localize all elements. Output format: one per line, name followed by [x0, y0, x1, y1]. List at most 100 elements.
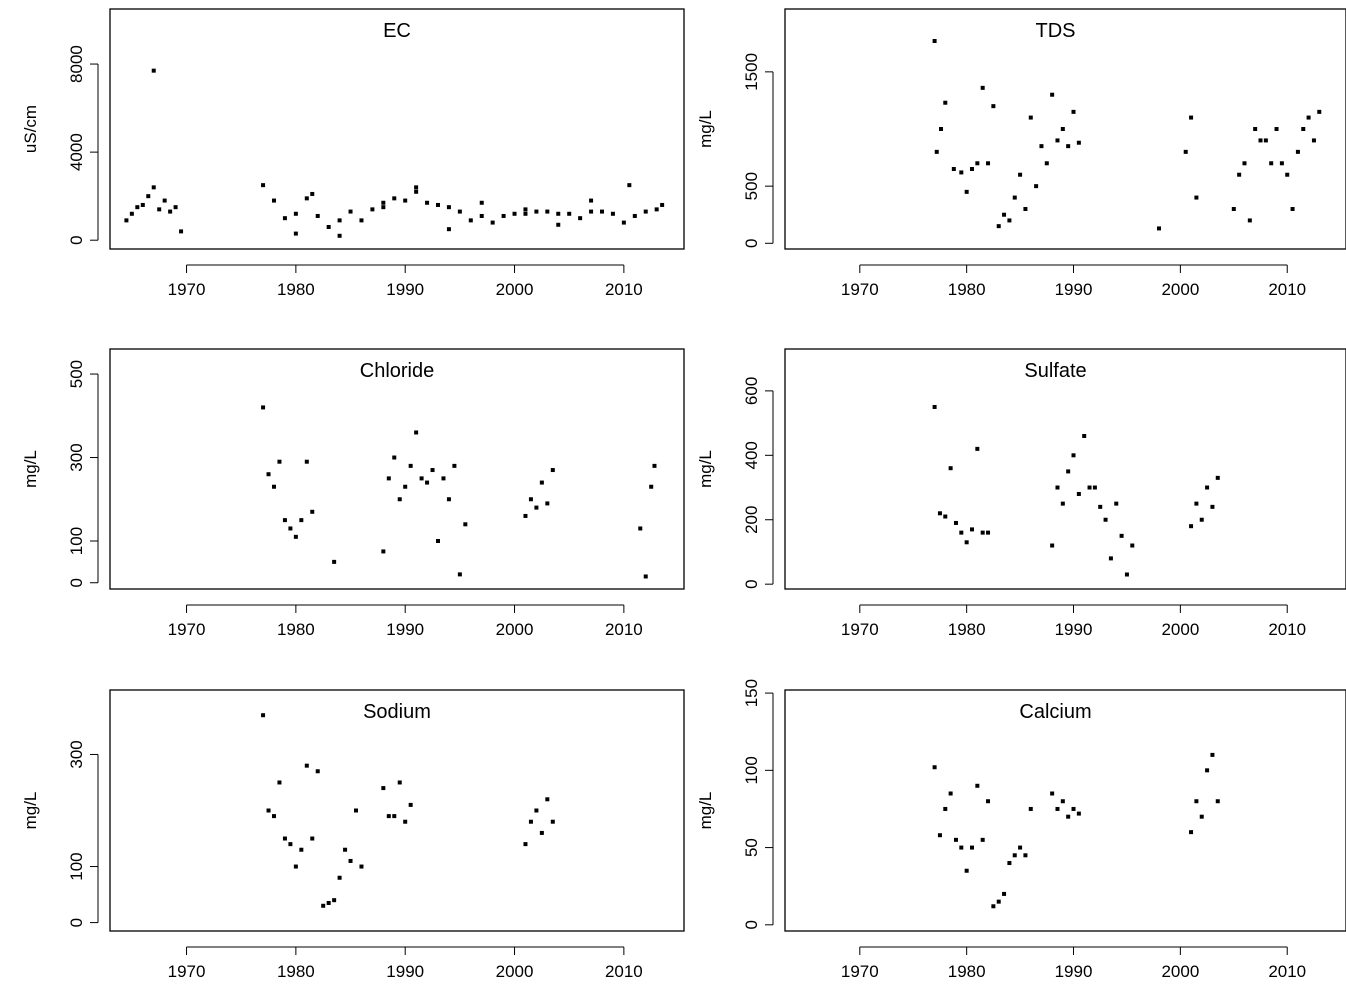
y-tick-label: 600: [742, 377, 761, 405]
data-point: [1060, 127, 1065, 131]
data-point: [1018, 172, 1023, 177]
data-point: [446, 205, 451, 210]
y-tick-label: 300: [67, 740, 86, 768]
data-point: [337, 218, 342, 223]
data-point: [550, 819, 555, 824]
x-tick-label: 1970: [841, 280, 879, 299]
data-point: [266, 472, 271, 477]
data-point: [1066, 469, 1071, 474]
data-point: [381, 549, 386, 554]
x-tick-label: 2000: [1161, 962, 1199, 981]
x-tick-label: 1990: [386, 280, 424, 299]
data-point: [414, 430, 419, 435]
y-tick-label: 0: [742, 579, 761, 588]
data-point: [501, 213, 506, 218]
y-tick-label: 8000: [67, 45, 86, 83]
data-point: [408, 802, 413, 807]
data-point: [1039, 144, 1044, 149]
x-tick-label: 2010: [605, 280, 643, 299]
data-point: [980, 85, 985, 90]
data-point: [272, 484, 276, 489]
data-point: [1071, 453, 1076, 458]
data-point: [332, 898, 337, 903]
x-tick-label: 1980: [948, 280, 986, 299]
data-point: [1028, 115, 1033, 120]
x-tick-label: 2000: [496, 280, 534, 299]
y-tick-label: 200: [742, 506, 761, 534]
data-point: [1055, 485, 1060, 490]
panel-title: Sulfate: [1024, 360, 1086, 382]
data-point: [567, 211, 572, 216]
data-point: [649, 484, 654, 489]
data-point: [939, 127, 944, 131]
chart-panel-ec: EC 1970 1980 1990 2000 2010 0 4000 8000 uS/cm: [21, 8, 685, 299]
plot-frame: [784, 689, 1346, 932]
data-point: [1253, 127, 1258, 131]
data-point: [425, 480, 430, 485]
data-point: [545, 501, 550, 506]
data-point: [1060, 501, 1065, 506]
data-point: [310, 836, 315, 841]
data-point: [392, 455, 397, 460]
data-point: [996, 899, 1001, 904]
data-point: [277, 780, 282, 785]
data-point: [643, 574, 648, 579]
data-point: [1002, 891, 1007, 896]
data-point: [403, 484, 408, 489]
data-point: [386, 814, 391, 819]
data-point: [589, 198, 594, 203]
data-point: [343, 847, 348, 852]
data-point: [953, 520, 958, 525]
data-point: [996, 224, 1001, 229]
data-point: [430, 468, 435, 473]
data-point: [652, 463, 657, 468]
data-point: [1066, 144, 1071, 149]
data-point: [975, 161, 980, 166]
x-tick-label: 2010: [605, 962, 643, 981]
data-point: [288, 842, 293, 847]
x-tick-label: 1990: [386, 620, 424, 639]
data-point: [1103, 517, 1108, 522]
panel-title: TDS: [1036, 20, 1076, 42]
data-point: [632, 213, 637, 218]
plot-frame: [109, 689, 685, 932]
data-point: [932, 39, 937, 43]
chart-panel-sulfate: Sulfate 1970 1980 1990 2000 2010 0 200 400 600 mg/…: [696, 348, 1346, 639]
data-point: [261, 713, 266, 718]
data-point: [1215, 799, 1220, 804]
data-point: [146, 194, 151, 199]
data-point: [959, 845, 964, 850]
data-point: [304, 763, 309, 768]
data-point: [1002, 212, 1007, 217]
y-tick-label: 100: [67, 527, 86, 555]
data-point: [986, 799, 991, 804]
data-point: [397, 780, 402, 785]
data-point: [1317, 109, 1322, 114]
data-point: [1087, 485, 1092, 490]
data-point: [1082, 433, 1087, 438]
data-point: [1269, 161, 1274, 166]
data-point: [381, 205, 386, 210]
data-point: [932, 765, 937, 770]
data-point: [1306, 115, 1311, 120]
chart-panel-sodium: Sodium 1970 1980 1990 2000 2010 0 100 300 mg/L: [21, 689, 685, 981]
data-point: [654, 207, 659, 212]
data-point: [490, 220, 495, 225]
data-point: [964, 540, 969, 545]
data-point: [980, 837, 985, 842]
y-tick-label: 1500: [742, 53, 761, 91]
data-point: [1199, 517, 1204, 522]
data-point: [970, 167, 974, 171]
data-point: [660, 202, 665, 207]
data-point: [348, 858, 353, 863]
data-point: [1060, 799, 1065, 804]
x-tick-label: 1970: [841, 620, 879, 639]
data-point: [1034, 184, 1039, 189]
data-point: [943, 514, 948, 519]
data-point: [1007, 218, 1012, 223]
plot-frame: [784, 348, 1346, 590]
data-point: [1119, 533, 1124, 538]
data-point: [1205, 768, 1210, 773]
data-point: [479, 213, 484, 218]
data-point: [446, 227, 451, 232]
